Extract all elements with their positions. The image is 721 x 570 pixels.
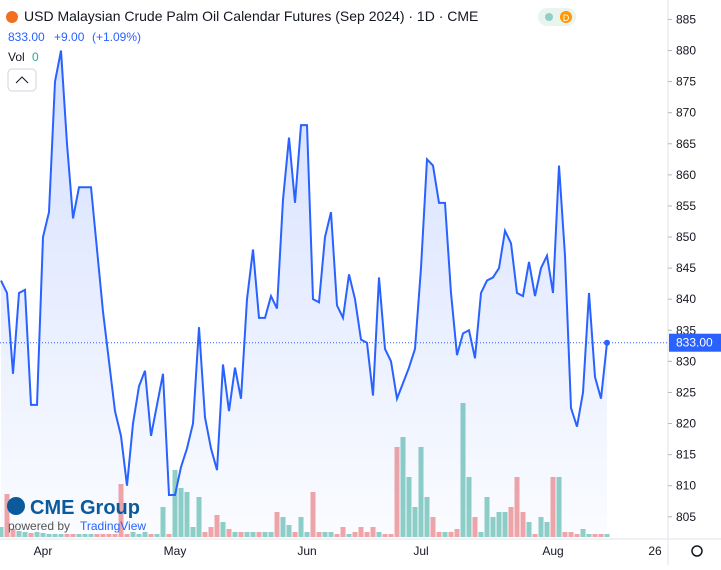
price-line	[0, 50, 608, 497]
y-tick-label: 845	[676, 261, 696, 275]
badge-dot	[545, 13, 553, 21]
badge: D	[563, 13, 570, 23]
x-tick-label: Jul	[413, 544, 428, 558]
y-tick-label: 810	[676, 479, 696, 493]
symbol-icon	[6, 11, 18, 23]
y-tick-label: 855	[676, 199, 696, 213]
change: +9.00	[54, 30, 85, 44]
collapse-icon	[15, 76, 29, 84]
y-tick-label: 830	[676, 354, 696, 368]
vol-label: Vol	[8, 50, 25, 64]
y-tick-label: 860	[676, 168, 696, 182]
logo-tv: TradingView	[80, 519, 146, 533]
title: USD Malaysian Crude Palm Oil Calendar Fu…	[24, 8, 478, 24]
x-tick-label: 26	[648, 544, 662, 558]
y-tick-label: 865	[676, 137, 696, 151]
logo-icon	[7, 497, 25, 515]
x-tick-label: Jun	[297, 544, 316, 558]
y-tick-label: 825	[676, 385, 696, 399]
logo-name: CME Group	[30, 497, 140, 519]
y-tick-label: 850	[676, 230, 696, 244]
y-tick-label: 885	[676, 12, 696, 26]
y-tick-label: 840	[676, 292, 696, 306]
x-tick-label: May	[164, 544, 187, 558]
y-tick-label: 805	[676, 510, 696, 524]
logo-powered: powered by	[8, 519, 70, 533]
vol-value: 0	[32, 50, 39, 64]
y-tick-label: 880	[676, 44, 696, 58]
collapse-button[interactable]	[7, 68, 37, 92]
y-tick-label: 815	[676, 448, 696, 462]
y-tick-label: 875	[676, 75, 696, 89]
price: 833.00	[8, 30, 45, 44]
settings-icon[interactable]	[691, 545, 703, 557]
area	[1, 50, 607, 538]
y-tick-label: 820	[676, 417, 696, 431]
y-tick-label: 870	[676, 106, 696, 120]
last-price-label: 833.00	[676, 336, 713, 350]
badge-icon	[560, 11, 572, 23]
x-tick-label: Aug	[542, 544, 563, 558]
last-price-box	[669, 333, 721, 352]
x-tick-label: Apr	[34, 544, 53, 558]
change-pct: (+1.09%)	[92, 30, 141, 44]
